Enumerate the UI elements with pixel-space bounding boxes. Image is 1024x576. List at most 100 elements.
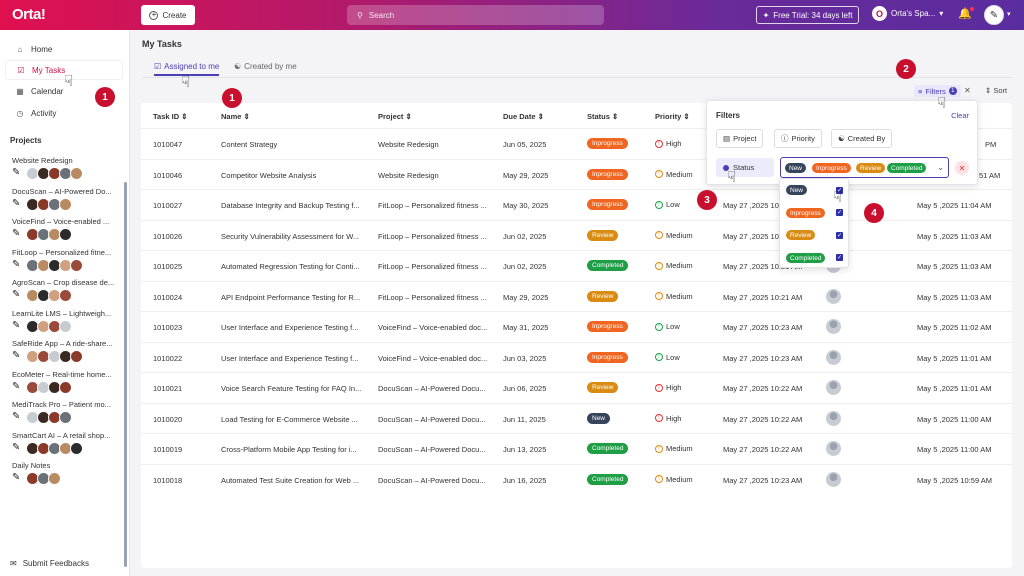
selected-tag-new[interactable]: New xyxy=(785,163,807,173)
signature-avatar: ✎ xyxy=(12,197,21,209)
app-logo[interactable]: Orta! xyxy=(12,6,46,23)
dropdown-option-completed[interactable]: Completed xyxy=(786,253,826,263)
table-row[interactable]: 1010021 Voice Search Feature Testing for … xyxy=(141,372,1012,402)
status-badge: Inprogress xyxy=(587,138,628,149)
workspace-label: Orta's Spa... xyxy=(891,9,936,18)
check-icon[interactable]: ✓ xyxy=(836,232,843,239)
status-badge: Completed xyxy=(587,473,629,485)
notification-bell-icon[interactable]: 🔔 xyxy=(958,7,974,20)
filter-icon: ≡ xyxy=(918,86,923,96)
priority-cell: ! High xyxy=(655,383,681,392)
table-row[interactable]: 1010020 Load Testing for E-Commerce Websi… xyxy=(141,402,1012,433)
sidebar-project-item[interactable]: DocuScan – AI-Powered Do... ✎ xyxy=(12,187,116,211)
column-header-name[interactable]: Name ⇕ xyxy=(221,112,250,121)
status-badge: Completed xyxy=(587,260,629,271)
sidebar-project-item[interactable]: VoiceFind – Voice-enabled ... ✎ xyxy=(12,217,116,241)
sidebar-project-item[interactable]: LearnLite LMS – Lightweigh... ✎ xyxy=(12,309,116,333)
created-date: May 27 ,2025 10:23 AM xyxy=(723,353,803,363)
member-avatars: ✎ xyxy=(12,197,116,211)
created-date: May 27 ,2025 10:23 AM xyxy=(723,323,803,332)
priority-label: Low xyxy=(666,352,680,362)
workspace-switcher[interactable]: O Orta's Spa... ▾ xyxy=(872,6,943,21)
task-name: Load Testing for E-Commerce Website ... xyxy=(221,414,358,424)
filter-clear-link[interactable]: Clear xyxy=(951,111,969,120)
check-icon[interactable]: ✓ xyxy=(836,254,843,261)
priority-label: Medium xyxy=(666,169,693,179)
create-button[interactable]: + Create xyxy=(141,5,195,25)
task-name: Competitor Website Analysis xyxy=(221,170,317,180)
sidebar-project-item[interactable]: MediTrack Pro – Patient mo... ✎ xyxy=(12,400,116,424)
status-badge: Review xyxy=(587,382,619,393)
pointer-hand-icon: ☟ xyxy=(64,73,74,90)
remove-filter-icon[interactable]: ✕ xyxy=(955,161,969,175)
nav-calendar[interactable]: ▦ Calendar xyxy=(5,81,123,101)
table-row[interactable]: 1010019 Cross-Platform Mobile App Testing… xyxy=(141,433,1012,463)
search-bar[interactable]: ⚲ Search xyxy=(347,5,604,25)
table-row[interactable]: 1010022 User Interface and Experience Tes… xyxy=(141,341,1012,372)
sidebar-project-item[interactable]: Daily Notes ✎ xyxy=(12,461,116,485)
filter-chip-status[interactable]: Status xyxy=(716,158,774,177)
clear-filters-icon[interactable]: ✕ xyxy=(964,86,971,95)
task-due-date: Jun 02, 2025 xyxy=(503,231,547,241)
table-row[interactable]: 1010025 Automated Regression Testing for … xyxy=(141,250,1012,280)
avatar xyxy=(70,167,83,180)
signature-avatar: ✎ xyxy=(12,441,21,453)
dropdown-option-review[interactable]: Review xyxy=(786,230,816,240)
sidebar-project-item[interactable]: EcoMeter – Real-time home... ✎ xyxy=(12,370,116,394)
sidebar-project-item[interactable]: Website Redesign ✎ xyxy=(12,156,116,180)
sort-button[interactable]: ⇕ Sort xyxy=(985,86,1007,95)
signature-avatar: ✎ xyxy=(12,472,21,483)
check-icon[interactable]: ✓ xyxy=(836,187,843,194)
nav-my-tasks[interactable]: ☑ My Tasks xyxy=(5,60,123,80)
sort-icon: ⇕ xyxy=(985,86,992,95)
dropdown-option-inprogress[interactable]: Inprogress xyxy=(786,208,825,218)
table-row[interactable]: 1010046 Competitor Website Analysis Websit… xyxy=(141,158,1012,189)
check-icon[interactable]: ✓ xyxy=(836,209,843,216)
chevron-down-icon[interactable]: ⌄ xyxy=(937,163,944,172)
priority-label: High xyxy=(666,383,682,392)
filter-chip-priority[interactable]: ⓘ Priority xyxy=(774,129,822,148)
column-header-task-id[interactable]: Task ID ⇕ xyxy=(153,112,188,121)
user-avatar[interactable]: ✎ xyxy=(984,5,1004,25)
sparkle-icon: ✦ xyxy=(762,10,770,20)
table-row[interactable]: 1010023 User Interface and Experience Tes… xyxy=(141,311,1012,341)
selected-tag-completed[interactable]: Completed xyxy=(887,163,927,173)
sidebar-project-item[interactable]: FitLoop – Personalized fitne... ✎ xyxy=(12,248,116,272)
assignee-avatar xyxy=(826,441,841,456)
sidebar-project-item[interactable]: SafeRide App – A ride-share... ✎ xyxy=(12,339,116,363)
column-header-due-date[interactable]: Due Date ⇕ xyxy=(503,112,544,121)
tab-assigned-to-me[interactable]: ☑ Assigned to me xyxy=(154,62,220,76)
task-due-date: Jun 16, 2025 xyxy=(503,475,547,485)
nav-label: Activity xyxy=(31,108,57,118)
user-menu-chevron-icon[interactable]: ▾ xyxy=(1007,11,1011,18)
member-avatars: ✎ xyxy=(12,319,116,333)
status-multiselect[interactable]: New Inprogress Review Completed ⌄ xyxy=(780,157,949,178)
sidebar-scrollbar[interactable] xyxy=(124,182,127,567)
priority-cell: ! Medium xyxy=(655,170,693,179)
tab-created-by-me[interactable]: ☯ Created by me xyxy=(234,62,297,71)
member-avatars: ✎ xyxy=(12,380,116,394)
nav-home[interactable]: ⌂ Home xyxy=(5,39,123,59)
task-project: FitLoop – Personalized fitness ... xyxy=(378,262,487,271)
nav-activity[interactable]: ◷ Activity xyxy=(5,103,123,123)
dropdown-option-new[interactable]: New xyxy=(786,185,808,195)
table-row[interactable]: 1010018 Automated Test Suite Creation for… xyxy=(141,463,1012,494)
selected-tag-review[interactable]: Review xyxy=(856,163,886,173)
free-trial-button[interactable]: ✦ Free Trial: 34 days left xyxy=(756,6,859,24)
submit-feedback-link[interactable]: ✉ Submit Feedbacks xyxy=(10,559,89,568)
column-header-priority[interactable]: Priority ⇕ xyxy=(655,112,690,121)
assignee-avatar xyxy=(826,319,841,334)
table-row[interactable]: 1010026 Security Vulnerability Assessment… xyxy=(141,219,1012,250)
filters-button[interactable]: ≡ Filters 1 xyxy=(914,85,961,97)
table-row[interactable]: 1010047 Content Strategy Website Redesign J… xyxy=(141,128,1012,158)
table-row[interactable]: 1010024 API Endpoint Performance Testing … xyxy=(141,280,1012,311)
column-header-status[interactable]: Status ⇕ xyxy=(587,112,619,121)
sidebar-project-item[interactable]: SmartCart AI – A retail shop... ✎ xyxy=(12,431,116,455)
filter-chip-created-by[interactable]: ☯ Created By xyxy=(831,129,893,148)
selected-tag-inprogress[interactable]: Inprogress xyxy=(812,163,851,173)
column-header-project[interactable]: Project ⇕ xyxy=(378,112,412,121)
priority-cell: ! Medium xyxy=(655,444,693,453)
member-avatars: ✎ xyxy=(12,411,116,424)
filter-chip-project[interactable]: ▤ Project xyxy=(716,129,764,148)
sidebar-project-item[interactable]: AgroScan – Crop disease de... ✎ xyxy=(12,278,116,302)
